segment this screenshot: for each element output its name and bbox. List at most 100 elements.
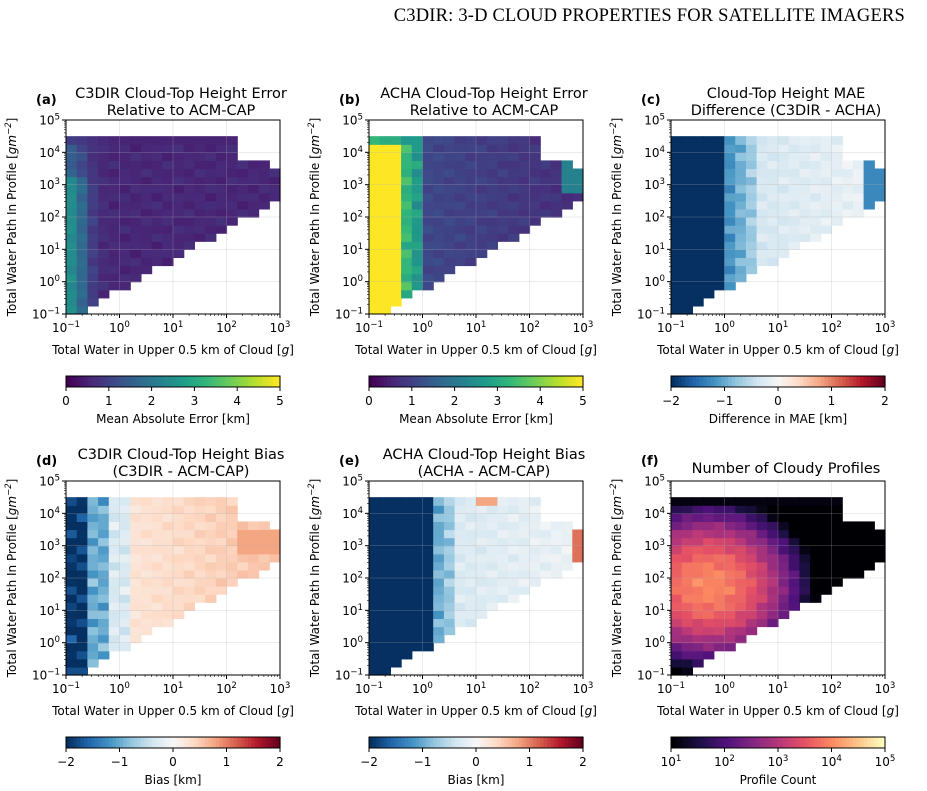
heatmap-cell (98, 586, 110, 595)
heatmap-cell (379, 529, 391, 539)
heatmap-cell (390, 545, 402, 555)
heatmap-cell (173, 184, 185, 194)
heatmap-cell (422, 233, 434, 242)
colorbar-segment (738, 376, 743, 387)
heatmap-cell (422, 257, 434, 267)
heatmap-cell (518, 168, 531, 178)
heatmap-cell (411, 257, 424, 267)
x-tick-label: 103 (875, 320, 896, 335)
x-tick-label: 10−1 (355, 320, 383, 335)
heatmap-cell (422, 626, 434, 636)
heatmap-cell (756, 497, 768, 506)
heatmap-cell (87, 569, 99, 579)
heatmap-cell (724, 513, 736, 523)
heatmap-cell (561, 545, 573, 555)
heatmap-cell (140, 208, 153, 218)
heatmap-cell (215, 545, 228, 555)
colorbar-segment (258, 376, 263, 387)
heatmap-cell (692, 650, 704, 660)
heatmap-cell (379, 168, 391, 178)
heatmap-cell (269, 529, 281, 539)
heatmap-cell (401, 642, 413, 652)
y-tick-label: 100 (342, 635, 363, 650)
heatmap-cell (151, 160, 163, 170)
heatmap-cell (443, 176, 456, 186)
heatmap-cell (713, 225, 726, 234)
heatmap-cell (379, 281, 391, 291)
heatmap-cell (681, 666, 693, 676)
heatmap-cell (508, 553, 520, 563)
colorbar-segment (69, 376, 74, 387)
heatmap-cell (724, 241, 736, 250)
heatmap-cell (788, 513, 800, 523)
colorbar-segment (838, 376, 843, 387)
heatmap-cell (205, 594, 217, 603)
heatmap-cell (119, 505, 131, 514)
heatmap-cell (486, 233, 498, 242)
heatmap-cell (390, 569, 402, 579)
heatmap-cell (810, 586, 822, 595)
heatmap-cell (140, 553, 153, 563)
heatmap-cell (66, 136, 78, 145)
heatmap-cell (130, 537, 142, 547)
heatmap-cell (379, 594, 391, 603)
colorbar-segment (251, 376, 256, 387)
heatmap-cell (237, 537, 249, 547)
heatmap-cell (66, 208, 78, 218)
heatmap-cell (476, 168, 488, 178)
colorbar-segment (390, 376, 395, 387)
heatmap-cell (681, 241, 693, 250)
heatmap-cell (369, 586, 381, 595)
heatmap-cell (433, 225, 445, 234)
heatmap-cell (205, 144, 217, 153)
heatmap-cell (831, 200, 843, 210)
heatmap-cell (443, 586, 456, 595)
heatmap-cell (66, 273, 78, 283)
colorbar-segment (749, 737, 754, 748)
heatmap-cell (703, 545, 715, 555)
colorbar-segment (543, 376, 548, 387)
colorbar-label: Bias [km] (145, 773, 202, 787)
heatmap-cell (66, 513, 78, 523)
heatmap-cell (269, 545, 281, 555)
heatmap-cell (108, 594, 121, 603)
heatmap-cell (778, 144, 790, 153)
colorbar-segment (554, 737, 559, 748)
x-tick-label: 101 (466, 320, 487, 335)
heatmap-cell (799, 184, 811, 194)
heatmap-cell (130, 505, 142, 514)
heatmap-cell (476, 578, 488, 587)
x-tick-label: 100 (109, 681, 130, 696)
heatmap-cell (258, 561, 270, 571)
heatmap-cell (215, 225, 228, 234)
heatmap-cell (119, 537, 131, 547)
heatmap-cell (724, 273, 736, 283)
heatmap-cell (205, 521, 217, 531)
heatmap-cell (724, 168, 736, 178)
heatmap-cell (76, 176, 88, 186)
colorbar-segment (827, 376, 833, 387)
heatmap-cell (486, 152, 498, 162)
heatmap-cell (411, 586, 424, 595)
heatmap-cell (183, 144, 195, 153)
heatmap-cell (681, 569, 693, 579)
heatmap-cell (87, 160, 99, 170)
heatmap-cell (550, 208, 563, 218)
heatmap-cell (874, 168, 886, 178)
heatmap-cell (401, 241, 413, 250)
heatmap-cell (735, 561, 747, 571)
heatmap-cell (140, 192, 153, 202)
colorbar-segment (393, 376, 399, 387)
heatmap-cell (778, 184, 790, 194)
heatmap-cell (411, 545, 424, 555)
heatmap-cell (508, 168, 520, 178)
heatmap-cell (130, 610, 142, 620)
heatmap-cell (194, 513, 206, 523)
heatmap-cell (852, 545, 865, 555)
colorbar-segment (197, 737, 203, 748)
colorbar-segment (422, 737, 427, 748)
colorbar-segment (465, 376, 470, 387)
heatmap-cell (540, 529, 552, 539)
colorbar-segment (276, 376, 281, 387)
y-axis-label: Total Water Path In Profile [gm−2] (4, 479, 19, 679)
